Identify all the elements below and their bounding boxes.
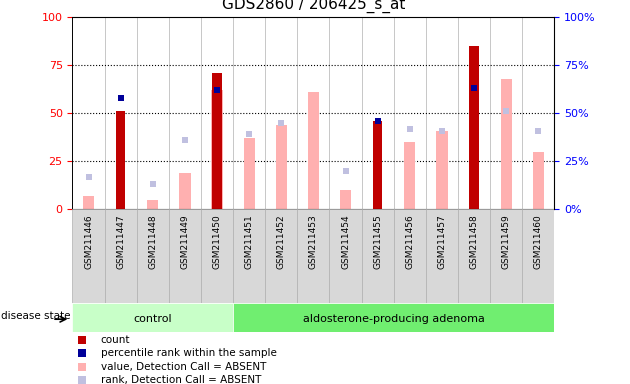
Bar	[147, 200, 158, 209]
Bar	[394, 17, 426, 209]
Bar	[490, 17, 522, 209]
Bar	[72, 303, 233, 332]
Bar	[201, 209, 233, 303]
Bar	[362, 209, 394, 303]
Bar	[522, 17, 554, 209]
Text: GSM211448: GSM211448	[148, 214, 158, 269]
Text: count: count	[101, 335, 130, 345]
Bar	[469, 46, 479, 209]
Text: GSM211447: GSM211447	[116, 214, 125, 269]
Bar	[137, 17, 169, 209]
Text: GSM211456: GSM211456	[405, 214, 415, 269]
Bar	[490, 209, 522, 303]
Bar	[83, 196, 94, 209]
Bar	[394, 209, 426, 303]
Bar	[276, 125, 287, 209]
Bar	[297, 209, 329, 303]
Bar	[233, 209, 265, 303]
Bar	[212, 90, 222, 209]
Bar	[180, 173, 190, 209]
Bar	[137, 209, 169, 303]
Bar	[72, 17, 105, 209]
Text: GSM211452: GSM211452	[277, 214, 286, 269]
Text: GSM211455: GSM211455	[373, 214, 382, 269]
Bar	[244, 138, 255, 209]
Text: value, Detection Call = ABSENT: value, Detection Call = ABSENT	[101, 362, 266, 372]
Text: GSM211450: GSM211450	[212, 214, 222, 269]
Bar	[373, 121, 382, 209]
Bar	[233, 17, 265, 209]
Bar	[308, 92, 319, 209]
Bar	[169, 209, 201, 303]
Text: percentile rank within the sample: percentile rank within the sample	[101, 348, 277, 358]
Bar	[458, 17, 490, 209]
Bar	[404, 142, 415, 209]
Text: GSM211454: GSM211454	[341, 214, 350, 269]
Text: GSM211457: GSM211457	[437, 214, 447, 269]
Bar	[522, 209, 554, 303]
Bar	[437, 131, 447, 209]
Bar	[105, 209, 137, 303]
Bar	[297, 17, 329, 209]
Bar	[233, 303, 554, 332]
Bar	[458, 209, 490, 303]
Bar	[533, 152, 544, 209]
Text: GSM211460: GSM211460	[534, 214, 543, 269]
Bar	[329, 17, 362, 209]
Title: GDS2860 / 206425_s_at: GDS2860 / 206425_s_at	[222, 0, 405, 13]
Bar	[201, 17, 233, 209]
Bar	[265, 17, 297, 209]
Text: GSM211453: GSM211453	[309, 214, 318, 269]
Text: aldosterone-producing adenoma: aldosterone-producing adenoma	[303, 314, 484, 324]
Bar	[426, 17, 458, 209]
Bar	[329, 209, 362, 303]
Text: control: control	[134, 314, 172, 324]
Bar	[169, 17, 201, 209]
Bar	[212, 73, 222, 209]
Bar	[72, 209, 105, 303]
Bar	[340, 190, 351, 209]
Bar	[265, 209, 297, 303]
Text: rank, Detection Call = ABSENT: rank, Detection Call = ABSENT	[101, 376, 261, 384]
Text: GSM211458: GSM211458	[469, 214, 479, 269]
Bar	[105, 17, 137, 209]
Text: GSM211451: GSM211451	[244, 214, 254, 269]
Bar	[426, 209, 458, 303]
Bar	[501, 79, 512, 209]
Bar	[116, 111, 125, 209]
Text: disease state: disease state	[1, 311, 71, 321]
Bar	[362, 17, 394, 209]
Text: GSM211459: GSM211459	[501, 214, 511, 269]
Text: GSM211446: GSM211446	[84, 214, 93, 269]
Text: GSM211449: GSM211449	[180, 214, 190, 269]
